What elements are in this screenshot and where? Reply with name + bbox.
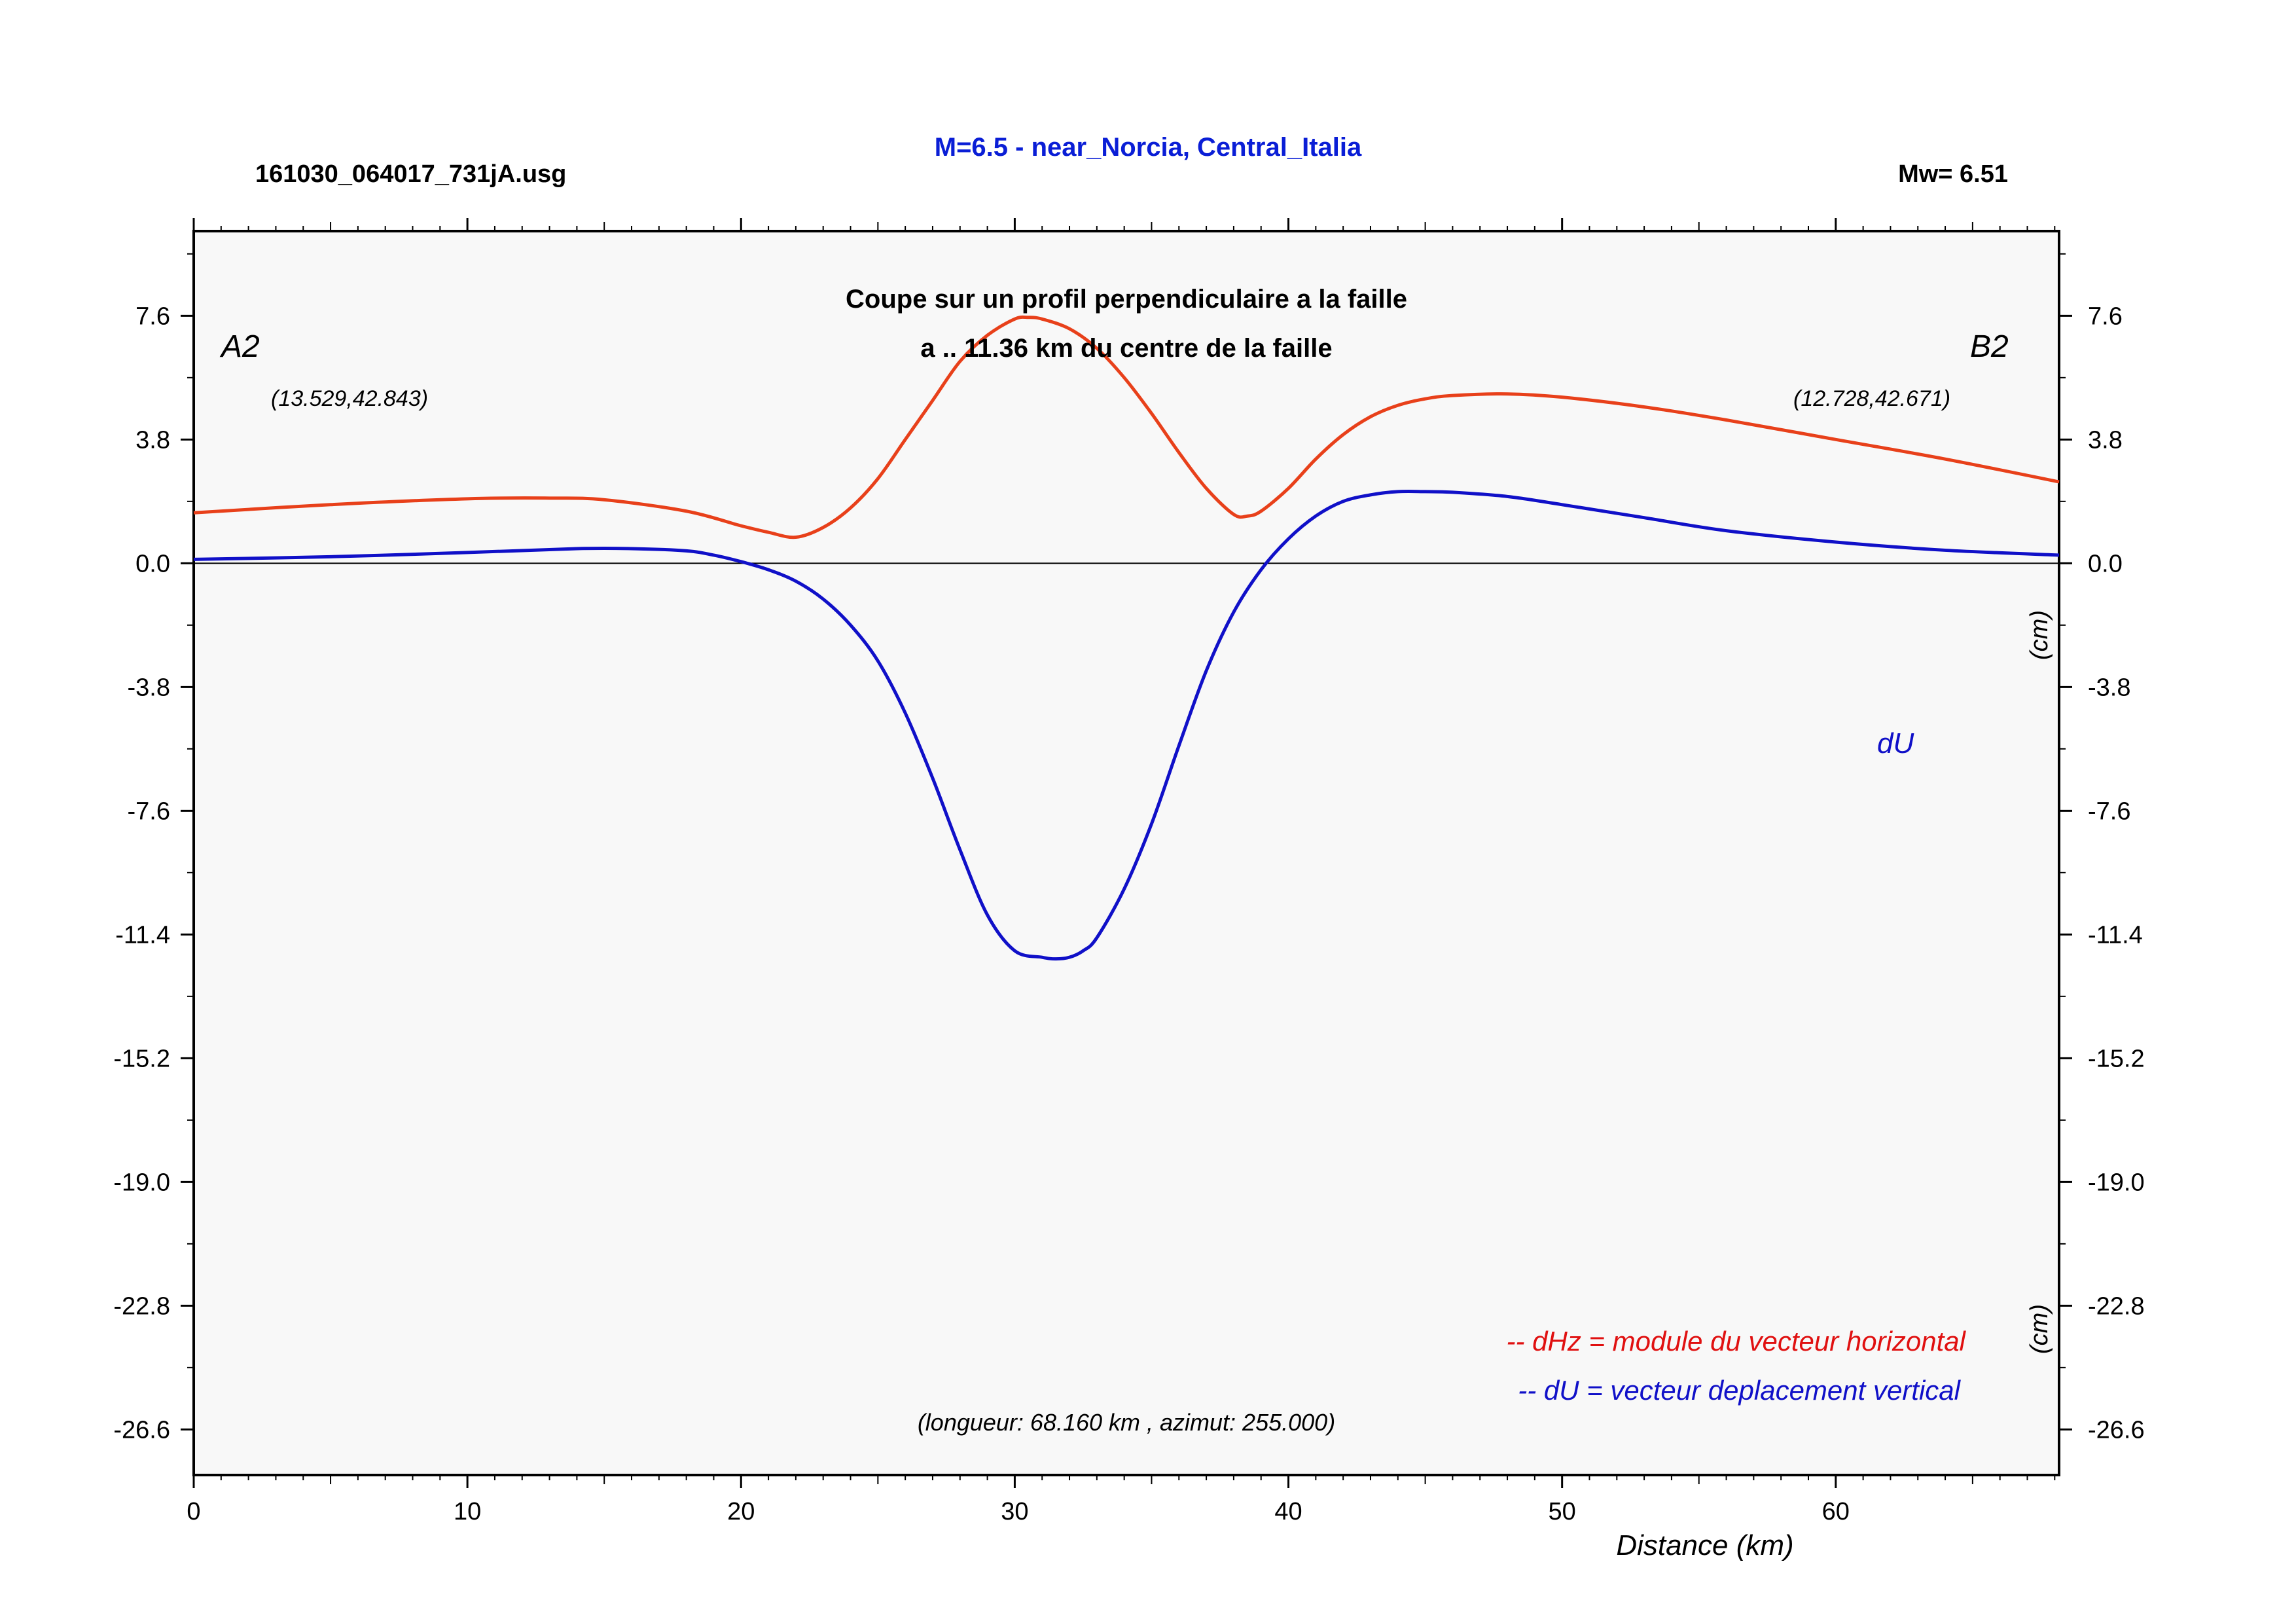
y-tick-label-left: -19.0 xyxy=(113,1169,170,1196)
y-tick-label-right: -22.8 xyxy=(2088,1292,2145,1320)
legend-entry-dHz: -- dHz = module du vecteur horizontal xyxy=(1506,1326,1966,1357)
series-label-dU: dU xyxy=(1877,727,1914,759)
y-tick-label-left: 0.0 xyxy=(135,550,170,577)
x-tick-label: 30 xyxy=(1001,1498,1028,1525)
file-name: 161030_064017_731jA.usg xyxy=(255,160,566,188)
legend-entry-dU: -- dU = vecteur deplacement vertical xyxy=(1518,1375,1961,1406)
y-tick-label-right: -26.6 xyxy=(2088,1416,2145,1444)
x-tick-label: 0 xyxy=(187,1498,200,1525)
y-tick-label-left: 3.8 xyxy=(135,426,170,454)
point-b-coords: (12.728,42.671) xyxy=(1793,386,1950,411)
y-tick-label-left: -22.8 xyxy=(113,1292,170,1320)
y-tick-label-right: 3.8 xyxy=(2088,426,2123,454)
y-tick-label-left: -26.6 xyxy=(113,1416,170,1444)
x-tick-label: 50 xyxy=(1549,1498,1576,1525)
magnitude-label: Mw= 6.51 xyxy=(1898,160,2008,188)
profile-subtitle-line2: a .. 11.36 km du centre de la faille xyxy=(920,334,1332,363)
y-tick-label-left: -15.2 xyxy=(113,1045,170,1072)
y-tick-label-left: -11.4 xyxy=(115,921,170,949)
x-tick-label: 60 xyxy=(1822,1498,1850,1525)
profile-subtitle-line1: Coupe sur un profil perpendiculaire a la… xyxy=(846,285,1407,314)
y-axis-label-upper: (cm) xyxy=(2026,610,2053,660)
x-tick-label: 10 xyxy=(454,1498,481,1525)
y-tick-label-left: -3.8 xyxy=(128,674,170,701)
x-tick-label: 20 xyxy=(727,1498,755,1525)
axis-tick-labels: 0 10 20 30 40 50 60 7.6 7.6 3.8 3.8 0.0 0.0 -3.8 -3.8 -… xyxy=(113,302,2144,1525)
point-a-label: A2 xyxy=(219,329,260,364)
y-tick-label-right: -15.2 xyxy=(2088,1045,2145,1072)
series-line-dHz xyxy=(193,315,2060,539)
series-line-dU xyxy=(193,489,2060,961)
y-tick-label-right: 0.0 xyxy=(2088,550,2123,577)
y-tick-label-right: -3.8 xyxy=(2088,674,2130,701)
y-tick-label-left: 7.6 xyxy=(135,302,170,330)
point-a-coords: (13.529,42.843) xyxy=(271,386,428,411)
x-tick-label: 40 xyxy=(1274,1498,1302,1525)
y-tick-label-right: 7.6 xyxy=(2088,302,2123,330)
y-axis-label-lower: (cm) xyxy=(2026,1304,2053,1354)
y-tick-label-right: -7.6 xyxy=(2088,797,2130,825)
axis-ticks xyxy=(181,218,2072,1488)
profile-info: (longueur: 68.160 km , azimut: 255.000) xyxy=(918,1409,1335,1436)
chart-title: M=6.5 - near_Norcia, Central_Italia xyxy=(935,133,1362,162)
y-tick-label-right: -11.4 xyxy=(2088,921,2143,949)
plot-area xyxy=(192,230,2060,1476)
y-tick-label-right: -19.0 xyxy=(2088,1169,2145,1196)
point-b-label: B2 xyxy=(1970,329,2009,364)
x-axis-label: Distance (km) xyxy=(1616,1529,1793,1561)
y-tick-label-left: -7.6 xyxy=(128,797,170,825)
